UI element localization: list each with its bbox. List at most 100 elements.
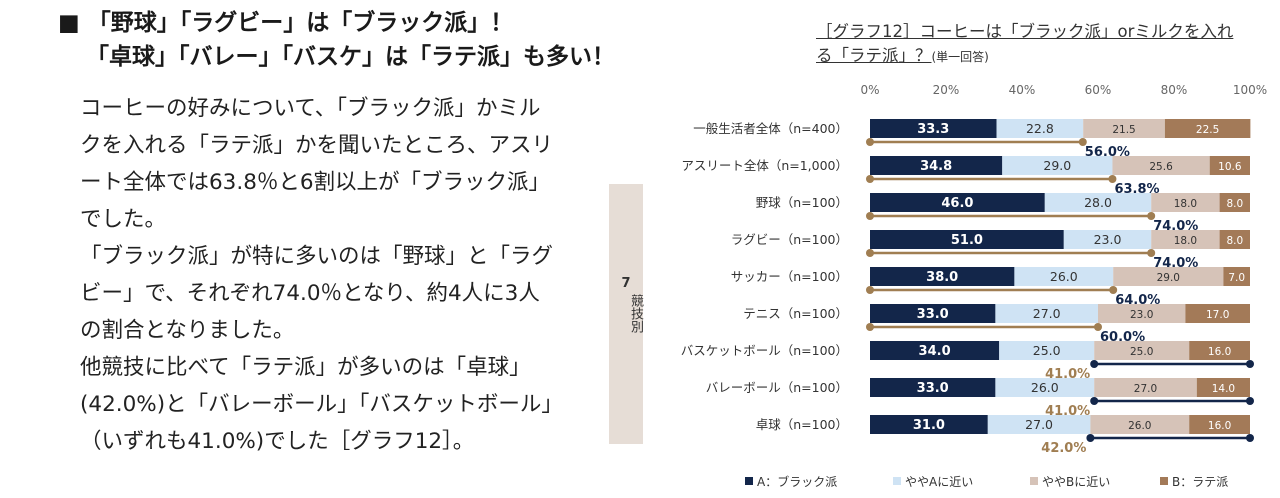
data-label: 33.0 [917, 381, 949, 396]
bar-segment [870, 267, 1015, 286]
data-label: 22.5 [1196, 124, 1219, 136]
data-label: 34.8 [920, 159, 952, 174]
bar-segment [1083, 119, 1165, 138]
black-total-dot [866, 212, 874, 220]
side-tab-number: 7 [621, 276, 631, 291]
bar-segment [1219, 193, 1250, 212]
data-label: 26.0 [1128, 420, 1151, 432]
bar-segment [1219, 230, 1250, 249]
data-label: 27.0 [1134, 383, 1157, 395]
data-label: 23.0 [1094, 232, 1122, 247]
black-total-dot [1094, 323, 1102, 331]
latte-total-label: 42.0% [1041, 441, 1086, 456]
data-label: 33.3 [917, 122, 949, 137]
bar-segment [1044, 193, 1152, 212]
black-total-dot [866, 249, 874, 257]
data-label: 29.0 [1157, 272, 1180, 284]
data-label: 27.0 [1033, 306, 1061, 321]
data-label: 33.0 [917, 307, 949, 322]
latte-total-dot [1090, 397, 1099, 405]
data-label: 46.0 [941, 196, 973, 211]
category-label: 野球（n=100） [756, 195, 848, 210]
bar-segment [1002, 156, 1113, 175]
bar-segment [1094, 341, 1190, 360]
data-label: 18.0 [1174, 198, 1197, 210]
chart-title-text: ［グラフ12］コーヒーは「ブラック派」orミルクを入れる「ラテ派」？ [816, 22, 1234, 65]
data-label: 10.6 [1218, 161, 1242, 173]
legend-label: A：ブラック派 [757, 474, 837, 489]
bar-segment [1151, 193, 1220, 212]
category-label: 卓球（n=100） [756, 417, 848, 432]
data-label: 38.0 [926, 270, 958, 285]
bar-segment [1112, 156, 1210, 175]
body-paragraph: 他競技に比べて「ラテ派」が多いのは「卓球」(42.0%)と「バレーボール」「バス… [80, 355, 553, 454]
category-label: テニス（n=100） [743, 306, 848, 321]
black-total-dot [1108, 175, 1117, 183]
bar-segment [870, 156, 1003, 175]
bar-segment [1090, 415, 1190, 434]
bar-segment [870, 378, 996, 397]
data-label: 28.0 [1084, 195, 1112, 210]
bar-segment [995, 304, 1098, 323]
bar-segment [1223, 267, 1250, 286]
body-paragraph: 「ブラック派」が特に多いのは「野球」と「ラグビー」で、それぞれ74.0％となり、… [80, 244, 554, 343]
bar-segment [1189, 341, 1250, 360]
bar-segment [870, 230, 1064, 249]
category-label: 一般生活者全体（n=400） [693, 121, 848, 136]
data-label: 27.0 [1025, 417, 1053, 432]
data-label: 8.0 [1226, 235, 1243, 247]
latte-total-dot [1090, 360, 1099, 368]
legend-swatch [1160, 477, 1168, 485]
data-label: 21.5 [1112, 124, 1135, 136]
bar-segment [1164, 119, 1251, 138]
black-total-dot [1147, 249, 1156, 257]
data-label: 26.0 [1031, 380, 1059, 395]
data-label: 31.0 [913, 418, 945, 433]
category-label: バレーボール（n=100） [706, 380, 848, 395]
headline: ■ 「野球」「ラグビー」は「ブラック派」！ 「卓球」「バレー」「バスケ」は「ラテ… [58, 6, 615, 74]
data-label: 16.0 [1208, 420, 1231, 432]
bar-segment [1209, 156, 1250, 175]
data-label: 18.0 [1174, 235, 1197, 247]
data-label: 23.0 [1130, 309, 1153, 321]
data-label: 14.0 [1212, 383, 1235, 395]
headline-line-2: 「卓球」「バレー」「バスケ」は「ラテ派」も多い！ [86, 44, 615, 70]
category-label: アスリート全体（n=1,000） [681, 158, 848, 173]
bar-segment [1063, 230, 1152, 249]
body-paragraph: コーヒーの好みについて、「ブラック派」かミルクを入れる「ラテ派」かを聞いたところ… [80, 96, 554, 232]
data-label: 7.0 [1228, 272, 1245, 284]
black-total-dot [866, 286, 874, 294]
x-tick-label: 100% [1233, 83, 1267, 97]
black-total-dot [866, 138, 874, 146]
body-text: コーヒーの好みについて、「ブラック派」かミルクを入れる「ラテ派」かを聞いたところ… [80, 90, 560, 460]
legend-label: ややBに近い [1042, 475, 1110, 489]
bar-segment [870, 304, 996, 323]
bar-segment [1098, 304, 1186, 323]
data-label: 17.0 [1206, 309, 1229, 321]
legend-swatch [893, 477, 901, 485]
data-label: 16.0 [1208, 346, 1231, 358]
data-label: 8.0 [1226, 198, 1243, 210]
category-label: サッカー（n=100） [731, 269, 848, 284]
legend-swatch [1030, 477, 1038, 485]
latte-total-dot [1086, 434, 1095, 442]
bar-segment [870, 193, 1045, 212]
data-label: 25.0 [1130, 346, 1153, 358]
data-label: 29.0 [1043, 158, 1071, 173]
bar-segment [870, 119, 997, 138]
black-total-dot [1147, 212, 1156, 220]
side-tab-label: 競技別 [628, 294, 643, 333]
x-tick-label: 20% [933, 83, 960, 97]
sport-category-tab: 7 競技別 [609, 184, 643, 444]
category-label: バスケットボール（n=100） [681, 343, 848, 358]
chart-title: ［グラフ12］コーヒーは「ブラック派」orミルクを入れる「ラテ派」？(単一回答) [816, 20, 1246, 69]
bar-segment [1094, 378, 1197, 397]
bar-segment [870, 341, 1000, 360]
data-label: 26.0 [1050, 269, 1078, 284]
data-label: 25.0 [1033, 343, 1061, 358]
data-label: 25.6 [1149, 161, 1173, 173]
chart-title-note: (単一回答) [931, 50, 989, 64]
black-total-dot [866, 323, 874, 331]
legend-label: B：ラテ派 [1172, 475, 1228, 489]
